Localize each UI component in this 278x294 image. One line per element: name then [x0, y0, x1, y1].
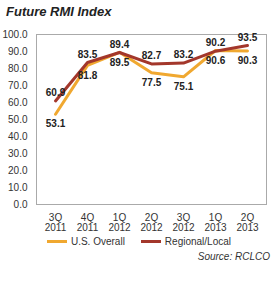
- svg-text:89.4: 89.4: [110, 39, 130, 50]
- svg-text:2Q2013: 2Q2013: [236, 212, 259, 233]
- svg-text:3Q2012: 3Q2012: [172, 212, 195, 233]
- svg-text:80.0: 80.0: [8, 63, 28, 74]
- svg-text:60.9: 60.9: [46, 87, 66, 98]
- svg-text:3Q2011: 3Q2011: [45, 212, 67, 233]
- svg-text:82.7: 82.7: [142, 50, 162, 61]
- html-text:Source: RCLCO: Source: RCLCO: [197, 251, 270, 262]
- svg-text:83.5: 83.5: [78, 49, 98, 60]
- svg-text:81.8: 81.8: [78, 70, 98, 81]
- svg-text:53.1: 53.1: [46, 118, 66, 129]
- svg-text:20.0: 20.0: [8, 165, 28, 176]
- svg-text:2Q2012: 2Q2012: [140, 212, 163, 233]
- svg-text:30.0: 30.0: [8, 148, 28, 159]
- svg-text:0.0: 0.0: [14, 199, 28, 210]
- svg-text:1Q2012: 1Q2012: [108, 212, 131, 233]
- svg-text:1Q2013: 1Q2013: [204, 212, 227, 233]
- svg-text:83.2: 83.2: [174, 49, 194, 60]
- svg-text:10.0: 10.0: [8, 182, 28, 193]
- svg-text:75.1: 75.1: [174, 81, 194, 92]
- svg-text:70.0: 70.0: [8, 80, 28, 91]
- svg-text:89.5: 89.5: [110, 57, 130, 68]
- svg-text:50.0: 50.0: [8, 114, 28, 125]
- svg-text:60.0: 60.0: [8, 97, 28, 108]
- svg-text:90.3: 90.3: [238, 55, 258, 66]
- svg-text:90.6: 90.6: [206, 55, 226, 66]
- svg-text:90.2: 90.2: [206, 37, 226, 48]
- svg-text:100.0: 100.0: [2, 29, 27, 40]
- svg-text:90.0: 90.0: [8, 46, 28, 57]
- svg-text:93.5: 93.5: [238, 32, 258, 43]
- svg-text:77.5: 77.5: [142, 77, 162, 88]
- html-text:Regional/Local: Regional/Local: [164, 236, 231, 247]
- svg-text:4Q2011: 4Q2011: [77, 212, 99, 233]
- html-text:Future RMI Index: Future RMI Index: [6, 4, 112, 19]
- svg-text:40.0: 40.0: [8, 131, 28, 142]
- html-text:U.S. Overall: U.S. Overall: [71, 236, 125, 247]
